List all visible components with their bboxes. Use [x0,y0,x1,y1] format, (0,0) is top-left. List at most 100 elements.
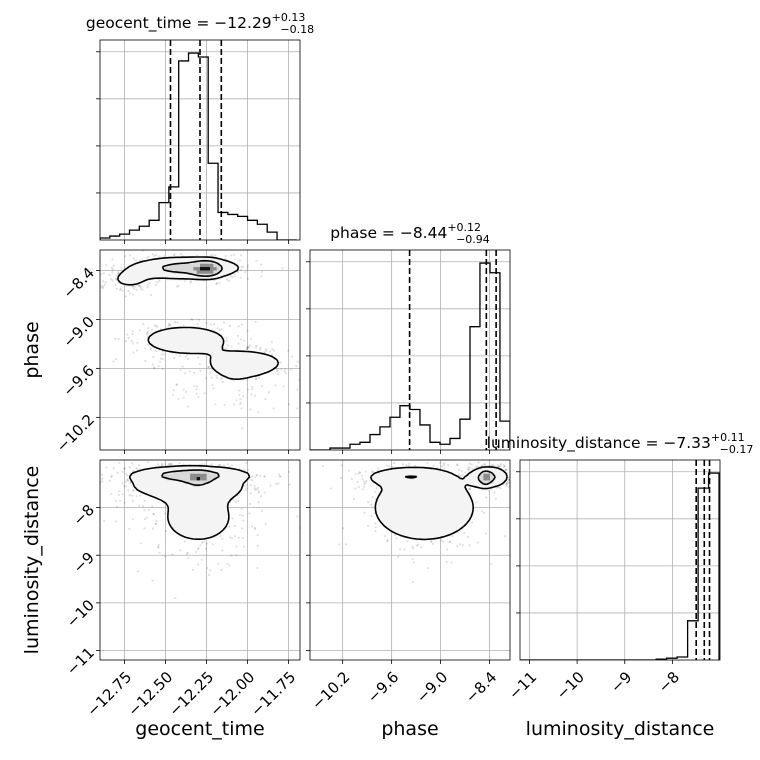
sample-point [244,271,247,274]
density-cell [230,266,234,271]
sample-point [354,487,357,490]
density-cell [200,256,204,261]
density-cell [173,330,178,334]
sample-point [363,511,366,514]
sample-point [296,515,299,518]
sample-point [395,537,398,540]
sample-point [187,557,190,560]
sample-point [117,337,120,341]
density-cell [203,496,208,501]
density-cell [173,260,178,264]
density-cell [226,350,231,354]
density-cell [193,523,198,528]
density-cell [220,473,224,478]
density-cell [180,530,184,534]
density-cell [206,263,211,268]
density-cell [203,520,208,524]
density-cell [176,343,181,348]
density-cell [210,513,214,518]
sample-point [386,464,389,467]
sample-point [210,376,213,379]
density-cell [213,490,218,494]
sample-point [248,512,251,515]
density-cell [233,470,238,474]
density-cell [186,506,191,511]
density-cell [220,366,224,371]
sample-point [153,367,156,370]
density-cell [203,336,208,341]
density-cell [150,486,154,491]
panel-geocent_time-vs-phase [96,249,301,454]
sample-point [264,523,267,526]
density-cell [180,326,184,331]
density-cell [206,506,211,511]
sample-point [114,337,117,340]
sample-point [118,490,121,493]
sample-point [246,266,249,269]
sample-point [249,408,252,411]
sample-point [82,493,84,495]
density-cell [233,483,238,488]
density-cell [203,516,208,521]
sample-point [139,285,142,288]
density-cell [210,516,214,521]
density-cell [153,336,158,341]
sample-point [194,550,198,554]
density-cell [250,370,254,374]
sample-point [219,463,222,467]
density-cell [146,480,151,484]
sample-point [259,474,262,477]
density-cell [146,473,151,478]
density-cell [216,493,221,498]
sample-point [117,272,120,275]
density-cell [136,280,141,284]
density-cell [153,266,158,271]
sample-point [124,340,128,343]
sample-point [146,286,149,289]
sample-point [121,470,124,473]
density-cell [190,533,194,538]
sample-point [354,473,357,476]
sample-point [290,355,293,358]
sample-point [265,349,268,352]
sample-point [241,536,244,539]
sample-point [147,343,150,346]
density-cell [200,503,204,508]
density-cell [206,513,211,518]
density-cell [190,273,194,278]
density-cell [156,493,161,498]
sample-point [139,259,142,262]
density-cell [203,483,208,488]
density-cell [200,476,204,481]
sample-point [426,461,429,464]
sample-point [160,462,163,465]
density-cell [190,496,194,501]
density-cell [233,476,238,481]
density-cell [183,330,188,334]
density-cell [223,503,228,508]
sample-point [239,514,242,517]
sample-point [244,489,247,492]
sample-point [260,270,263,273]
density-cell [253,356,258,361]
density-cell [220,340,224,344]
sample-point [460,469,463,472]
density-cell [193,476,198,481]
sample-point [216,374,219,377]
density-cell [163,346,168,351]
density-cell [206,273,211,278]
density-cell [146,263,151,268]
density-cell [186,513,191,518]
density-cell [173,496,178,501]
density-cell [163,260,168,264]
density-cell [183,476,188,481]
sample-point [237,342,240,345]
density-cell [146,486,151,491]
density-cell [213,510,218,514]
density-cell [273,363,278,368]
sample-point [156,463,160,466]
sample-point [186,552,189,555]
density-cell [216,366,221,371]
sample-point [358,471,361,474]
sample-point [208,371,212,374]
